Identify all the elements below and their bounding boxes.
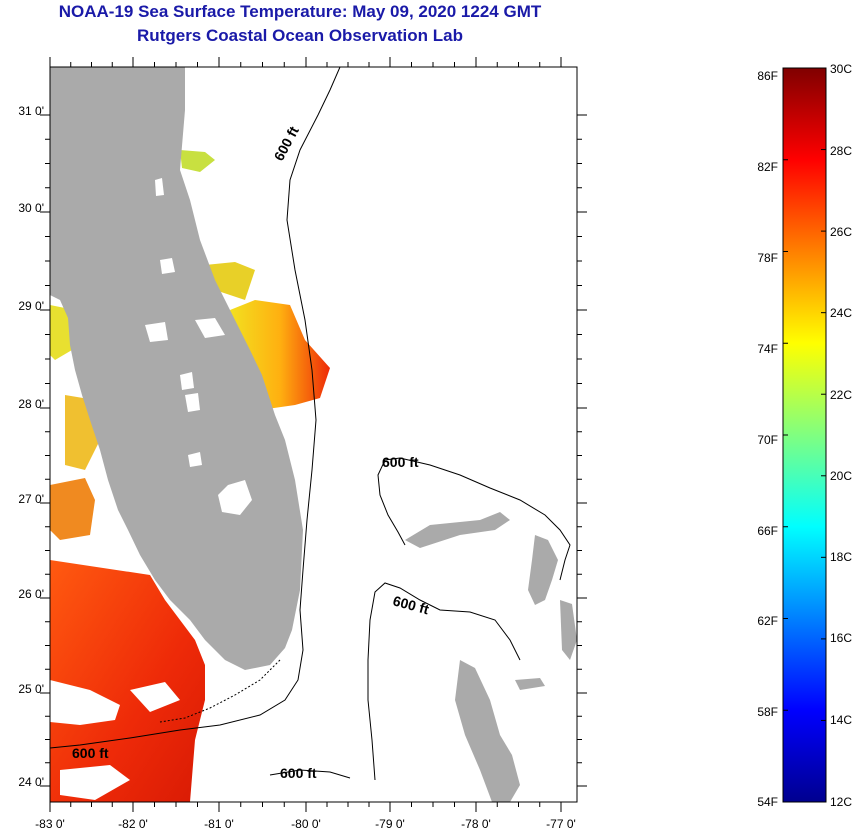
contour-600ft-florida <box>50 67 341 749</box>
contour-label-5: 600 ft <box>280 765 317 781</box>
cloud-inland-3 <box>195 318 225 338</box>
lat-tick-label: 24 0' <box>18 775 44 789</box>
lat-tick-label: 30 0' <box>18 201 44 215</box>
lat-tick-label: 26 0' <box>18 587 44 601</box>
contour-label-4: 600 ft <box>72 745 109 761</box>
florida-keys <box>159 659 281 723</box>
abaco-land <box>528 535 558 605</box>
contour-label-2: 600 ft <box>382 454 419 470</box>
gulf-sst-north <box>50 478 95 540</box>
lon-tick-label: -78 0' <box>461 817 491 831</box>
lat-tick-label: 31 0' <box>18 104 44 118</box>
cloud-inland-7 <box>155 178 164 196</box>
grand-bahama-land <box>405 512 510 548</box>
florida-land <box>50 67 303 670</box>
andros-land <box>455 660 520 802</box>
cloud-inland-5 <box>185 393 200 412</box>
cloud-inland-2 <box>145 322 168 342</box>
bimini-land <box>515 678 545 690</box>
gulf-sst-region <box>50 560 205 802</box>
lake-okeechobee <box>218 480 252 515</box>
cloud-inland-4 <box>180 372 194 390</box>
eleuthera-land <box>560 600 577 660</box>
map-frame <box>49 66 578 803</box>
contour-600ft-little-bahama <box>384 457 571 581</box>
contour-600ft-keys <box>269 769 351 779</box>
cloud-gulf-1 <box>50 680 120 725</box>
lon-tick-label: -82 0' <box>118 817 148 831</box>
lon-tick-label: -77 0' <box>546 817 576 831</box>
contour-label-3: 600 ft <box>391 592 431 617</box>
lat-tick-label: 28 0' <box>18 397 44 411</box>
lon-tick-label: -81 0' <box>204 817 234 831</box>
cloud-inland-1 <box>160 258 175 274</box>
contour-600ft-great-bahama <box>367 582 521 781</box>
lat-tick-label: 27 0' <box>18 492 44 506</box>
contour-600ft-lbb-west <box>377 459 406 546</box>
lon-tick-label: -79 0' <box>375 817 405 831</box>
lat-tick-label: 29 0' <box>18 299 44 313</box>
lon-tick-label: -83 0' <box>35 817 65 831</box>
cloud-gulf-3 <box>130 682 180 712</box>
map-subtitle: Rutgers Coastal Ocean Observation Lab <box>137 26 463 45</box>
atlantic-sst-ne <box>180 150 215 172</box>
map-title: NOAA-19 Sea Surface Temperature: May 09,… <box>58 2 542 21</box>
map-ticks <box>40 57 587 812</box>
lat-tick-label: 25 0' <box>18 682 44 696</box>
lon-tick-label: -80 0' <box>291 817 321 831</box>
cloud-inland-6 <box>188 452 202 467</box>
cloud-gulf-2 <box>60 765 130 800</box>
